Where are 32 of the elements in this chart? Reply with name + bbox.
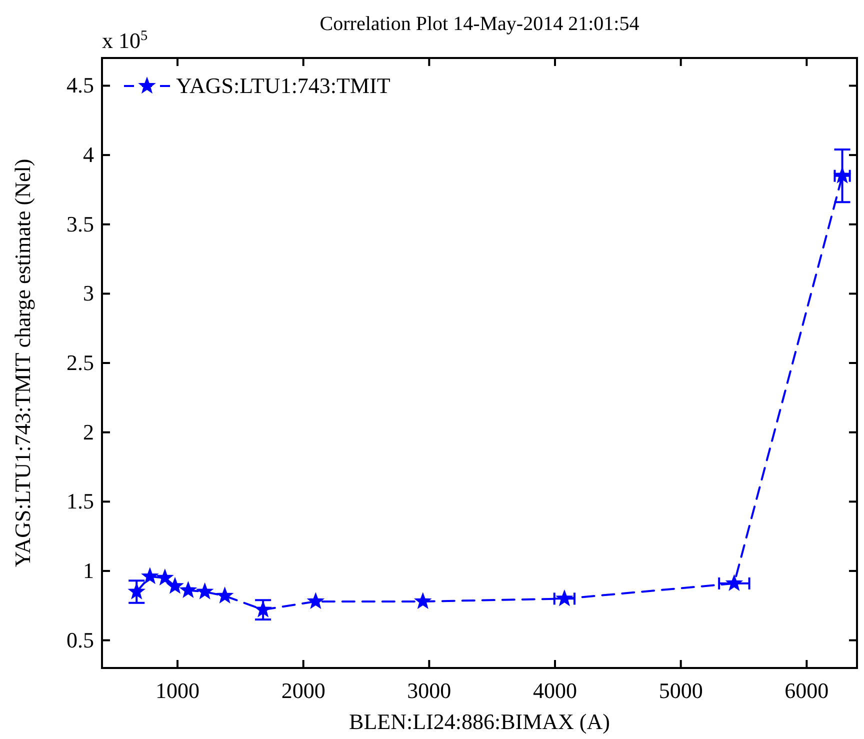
chart-title: Correlation Plot 14-May-2014 21:01:54	[320, 13, 640, 35]
point	[217, 588, 232, 602]
x-tick-label: 1000	[156, 678, 200, 703]
point	[167, 578, 183, 593]
point	[142, 568, 158, 584]
x-tick-label: 4000	[533, 678, 577, 703]
y-tick-label: 1.5	[66, 488, 94, 514]
point	[255, 602, 271, 616]
y-tick-label: 4	[83, 142, 94, 168]
y-tick-label: 2.5	[66, 350, 94, 375]
x-tick-label: 3000	[407, 678, 452, 703]
point	[157, 570, 173, 584]
point	[180, 582, 196, 597]
point	[556, 590, 572, 606]
x-tick-label: 5000	[658, 678, 703, 703]
y-tick-label: 3	[83, 280, 94, 306]
point	[129, 584, 144, 598]
y-tick-label: 1	[83, 558, 94, 583]
legend-label: YAGS:LTU1:743:TMIT	[176, 73, 391, 98]
x-tick-label: 2000	[281, 678, 326, 703]
y-tick-label: 3.5	[66, 211, 94, 236]
point	[197, 584, 212, 598]
point	[308, 594, 324, 608]
text: x 10$^{5}$	[102, 28, 148, 53]
x-axis-title: BLEN:LI24:886:BIMAX (A)	[349, 709, 610, 734]
y-tick-label: 4.5	[66, 72, 94, 98]
y-axis-title: YAGS:LTU1:743:TMIT charge estimate (Nel)	[10, 158, 35, 568]
y-tick-label: 0.5	[66, 627, 94, 652]
y-tick-label: 2	[83, 419, 94, 444]
point	[726, 575, 742, 590]
x-tick-label: 6000	[784, 678, 829, 703]
point	[415, 594, 430, 608]
